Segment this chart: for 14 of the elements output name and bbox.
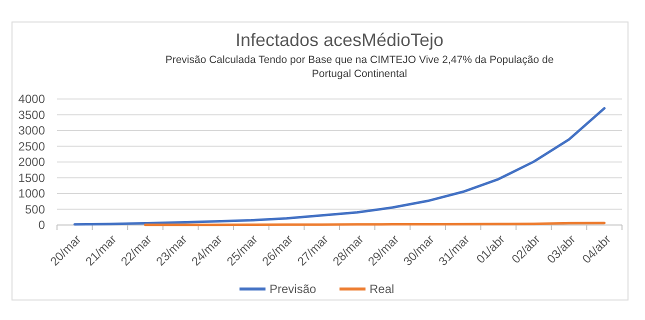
y-tick-label: 4000 [18, 92, 46, 106]
y-tick-label: 500 [24, 202, 46, 216]
y-tick-label: 2000 [18, 155, 46, 170]
y-tick-label: 1000 [18, 186, 46, 201]
chart-title: Infectados acesMédioTejo [235, 30, 444, 50]
legend-label: Real [370, 282, 394, 296]
legend-label: Previsão [270, 282, 317, 296]
line-series [73, 107, 606, 226]
y-tick-label: 0 [38, 218, 46, 232]
chart-subtitle: Previsão Calculada Tendo por Base que na CIMTEJO Vive 2,47% da População de Portugal Continental [165, 54, 554, 80]
y-tick-label: 3500 [18, 108, 46, 122]
y-tick-label: 2500 [18, 139, 46, 154]
y-tick-label: 1500 [18, 170, 46, 185]
y-tick-label: 3000 [18, 124, 46, 138]
